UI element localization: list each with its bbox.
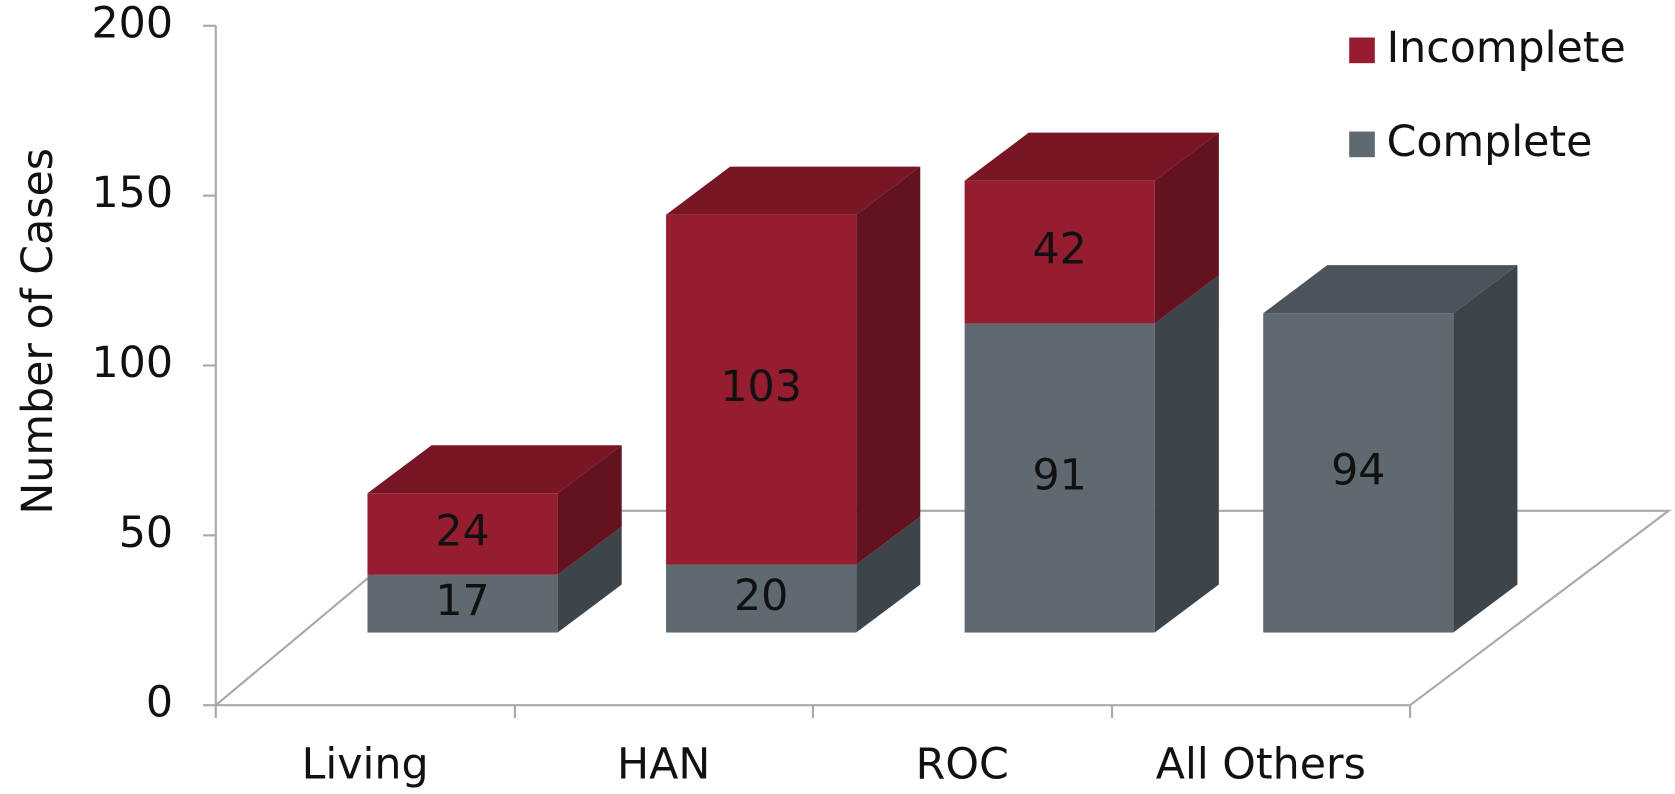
data-label: 94: [1331, 445, 1385, 495]
x-tick-label: HAN: [617, 740, 710, 790]
bar-top: [1263, 265, 1518, 314]
x-tick-label: ROC: [916, 740, 1009, 790]
y-tick-label: 50: [119, 508, 173, 558]
bar-side: [557, 526, 622, 633]
bar-side: [856, 166, 921, 565]
bar-side: [1453, 265, 1518, 633]
data-label: 17: [435, 576, 489, 626]
legend-swatch: [1349, 131, 1375, 158]
y-tick-label: 150: [92, 168, 174, 218]
bar-side: [1154, 132, 1219, 324]
bar-top: [964, 132, 1219, 181]
data-label: 42: [1033, 225, 1087, 275]
y-tick-label: 100: [92, 338, 174, 388]
bar: [964, 323, 1155, 633]
x-tick-label: Living: [302, 740, 429, 790]
bar: [666, 214, 857, 565]
bar: [367, 493, 558, 575]
bar-side: [557, 445, 622, 575]
y-tick-label: 200: [92, 0, 174, 48]
data-label: 103: [720, 362, 802, 412]
legend-label: Incomplete: [1387, 23, 1626, 73]
bar-side: [856, 516, 921, 633]
bar: [367, 574, 558, 633]
bar-side: [1154, 275, 1219, 633]
y-axis-title: Number of Cases: [13, 148, 63, 515]
bar-top: [666, 166, 921, 215]
x-tick-label: All Others: [1156, 740, 1366, 790]
legend-label: Complete: [1387, 117, 1593, 167]
bar: [666, 564, 857, 633]
bar: [1263, 313, 1454, 633]
data-label: 91: [1033, 450, 1087, 500]
data-label: 20: [734, 571, 788, 621]
legend-swatch: [1349, 37, 1375, 64]
y-tick-label: 0: [146, 678, 173, 728]
bar-top: [367, 445, 622, 494]
bar: [964, 180, 1155, 324]
data-label: 24: [435, 507, 489, 557]
